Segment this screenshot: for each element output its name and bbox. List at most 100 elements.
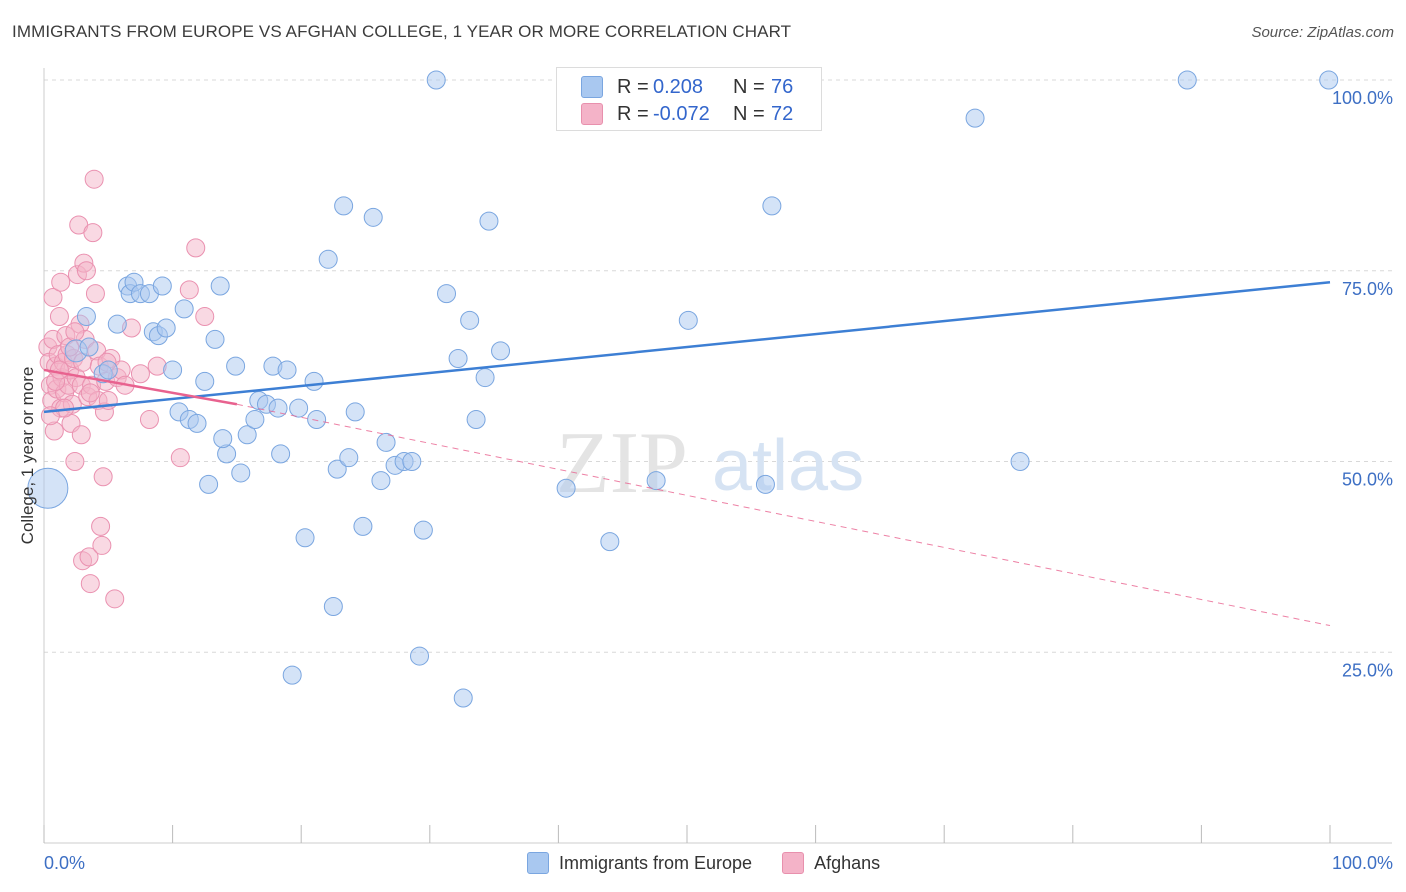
afghan-point xyxy=(83,223,103,243)
legend-label-europe: Immigrants from Europe xyxy=(559,852,753,873)
y-tick-label: 25.0% xyxy=(1342,660,1393,680)
afghan-point xyxy=(170,448,190,468)
europe-point xyxy=(678,310,698,330)
europe-point xyxy=(226,356,246,376)
europe-point xyxy=(76,307,96,327)
y-tick-label: 100.0% xyxy=(1332,88,1393,108)
afghan-point xyxy=(179,280,199,300)
watermark-zip: ZIP xyxy=(556,415,688,512)
europe-point xyxy=(282,665,302,685)
europe-point xyxy=(448,348,468,368)
europe-point xyxy=(79,337,99,357)
afghan-point xyxy=(71,425,91,445)
europe-point xyxy=(307,410,327,430)
legend-r-value: 0.208 xyxy=(653,75,704,98)
europe-point xyxy=(353,516,373,536)
europe-point xyxy=(363,207,383,227)
europe-point xyxy=(231,463,251,483)
afghan-point xyxy=(65,322,85,342)
europe-point xyxy=(1319,70,1339,90)
afghan-point xyxy=(105,589,125,609)
europe-point xyxy=(152,276,172,296)
afghan-point xyxy=(91,516,111,536)
legend-swatch-afghans xyxy=(581,103,603,125)
afghan-trendline xyxy=(43,368,238,406)
europe-point xyxy=(413,520,433,540)
legend-n-label: N = xyxy=(733,102,765,125)
x-tick-label: 0.0% xyxy=(44,853,85,873)
europe-point xyxy=(460,310,480,330)
europe-point xyxy=(210,276,230,296)
europe-point xyxy=(187,413,207,433)
legend-item-afghans[interactable]: Afghans xyxy=(782,852,880,874)
europe-point xyxy=(965,108,985,128)
europe-point xyxy=(271,444,291,464)
afghan-point xyxy=(76,261,96,281)
legend-r-label: R = xyxy=(617,75,649,98)
legend-r-value: -0.072 xyxy=(653,102,710,125)
afghan-point xyxy=(80,383,100,403)
afghan-point xyxy=(85,284,105,304)
afghan-point xyxy=(92,535,112,555)
europe-point xyxy=(334,196,354,216)
europe-point xyxy=(304,371,324,391)
europe-point xyxy=(163,360,183,380)
legend-swatch-europe xyxy=(581,76,603,98)
legend-r-label: R = xyxy=(617,102,649,125)
afghan-point xyxy=(43,287,63,307)
afghan-point xyxy=(49,307,69,327)
afghan-point xyxy=(49,360,69,380)
europe-point xyxy=(156,318,176,338)
europe-point xyxy=(205,329,225,349)
europe-point xyxy=(755,474,775,494)
legend-label-afghans: Afghans xyxy=(814,852,881,873)
europe-point xyxy=(475,368,495,388)
europe-point xyxy=(453,688,473,708)
y-axis-title: College, 1 year or more xyxy=(18,367,37,545)
europe-point xyxy=(289,398,309,418)
europe-point xyxy=(410,646,430,666)
stats-legend: R = 0.208 N = 76 R = -0.072 N = 72 xyxy=(556,67,822,131)
europe-point xyxy=(277,360,297,380)
europe-point xyxy=(199,474,219,494)
source-label: Source: ZipAtlas.com xyxy=(1251,24,1394,41)
legend-swatch-afghans xyxy=(782,852,805,874)
afghan-point xyxy=(186,238,206,258)
europe-point xyxy=(646,471,666,491)
europe-point xyxy=(600,532,620,552)
legend-item-europe[interactable]: Immigrants from Europe xyxy=(527,852,752,874)
europe-point xyxy=(402,452,422,471)
europe-point xyxy=(268,398,288,418)
europe-point xyxy=(27,467,69,509)
europe-point xyxy=(371,471,391,491)
europe-point xyxy=(339,448,359,468)
series-legend: Immigrants from Europe Afghans xyxy=(527,852,910,874)
afghan-point xyxy=(84,169,104,189)
afghan-point xyxy=(93,467,113,487)
europe-point xyxy=(345,402,365,422)
europe-point xyxy=(295,528,315,548)
x-tick-label: 100.0% xyxy=(1332,853,1393,873)
afghan-point xyxy=(65,452,85,471)
europe-point xyxy=(195,371,215,391)
europe-point xyxy=(556,478,576,498)
europe-point xyxy=(1010,452,1030,471)
afghan-point xyxy=(80,574,100,594)
europe-point xyxy=(174,299,194,319)
watermark-atlas: atlas xyxy=(712,426,864,506)
europe-point xyxy=(762,196,782,216)
afghan-point xyxy=(130,364,150,384)
y-tick-label: 50.0% xyxy=(1342,470,1393,490)
legend-row-afghans: R = -0.072 N = 72 xyxy=(581,103,793,125)
legend-swatch-europe xyxy=(527,852,549,874)
europe-point xyxy=(327,459,347,479)
europe-point xyxy=(323,596,343,616)
europe-point xyxy=(466,410,486,430)
legend-n-value: 72 xyxy=(771,102,794,125)
chart-title: IMMIGRANTS FROM EUROPE VS AFGHAN COLLEGE… xyxy=(12,22,792,41)
afghan-point xyxy=(139,410,159,430)
legend-n-label: N = xyxy=(733,75,765,98)
europe-point xyxy=(491,341,511,361)
legend-row-europe: R = 0.208 N = 76 xyxy=(581,76,793,98)
